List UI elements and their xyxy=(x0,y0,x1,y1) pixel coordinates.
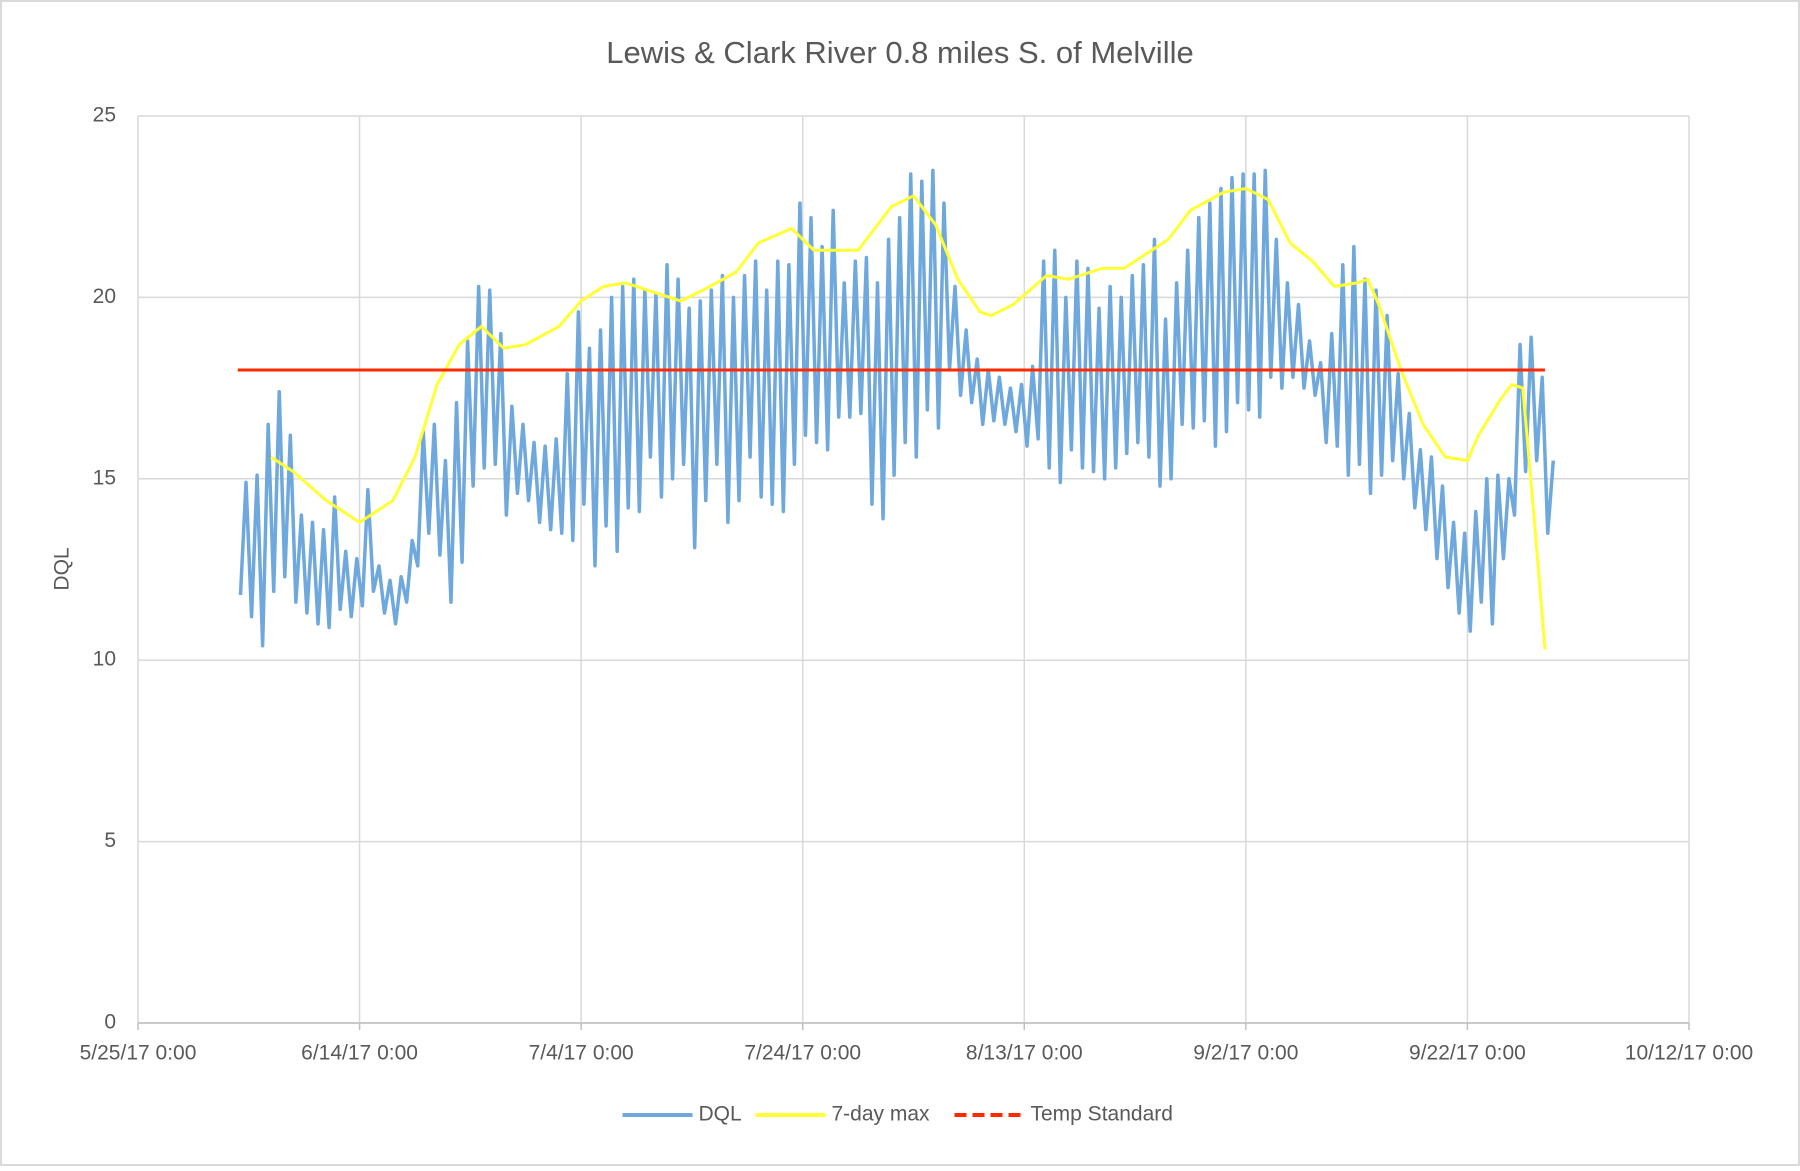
y-tick-label: 0 xyxy=(104,1011,116,1034)
series-line xyxy=(238,168,1556,648)
legend-label: DQL xyxy=(699,1103,742,1126)
y-tick-label: 10 xyxy=(93,648,116,671)
x-tick-label: 9/22/17 0:00 xyxy=(1409,1042,1526,1065)
x-tick-label: 8/13/17 0:00 xyxy=(966,1042,1083,1065)
x-tick-label: 7/4/17 0:00 xyxy=(529,1042,634,1065)
legend-label: 7-day max xyxy=(832,1103,931,1126)
chart-title: Lewis & Clark River 0.8 miles S. of Melv… xyxy=(606,35,1193,70)
legend-label: Temp Standard xyxy=(1031,1103,1173,1126)
x-tick-label: 7/24/17 0:00 xyxy=(744,1042,861,1065)
x-tick-label: 10/12/17 0:00 xyxy=(1625,1042,1753,1065)
x-tick-label: 6/14/17 0:00 xyxy=(301,1042,418,1065)
x-tick-label: 9/2/17 0:00 xyxy=(1193,1042,1298,1065)
y-tick-label: 25 xyxy=(93,104,116,127)
series-line xyxy=(270,187,1547,650)
y-axis-label: DQL xyxy=(51,547,74,590)
x-tick-label: 5/25/17 0:00 xyxy=(80,1042,197,1065)
y-tick-label: 20 xyxy=(93,285,116,308)
y-tick-label: 15 xyxy=(93,466,116,489)
y-tick-label: 5 xyxy=(104,829,116,852)
